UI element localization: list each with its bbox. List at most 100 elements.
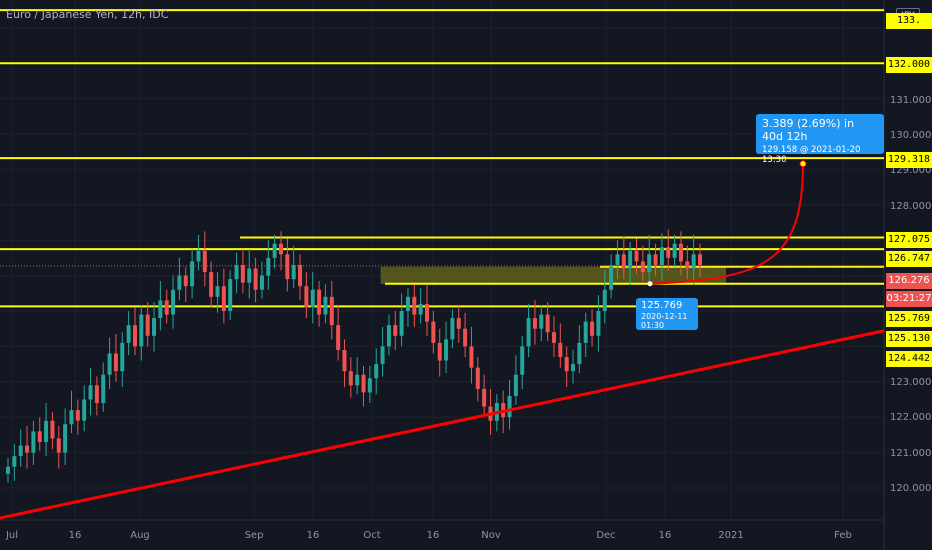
candle-body: [367, 378, 372, 393]
candle-body: [247, 268, 252, 283]
projection-detail: 129.158 @ 2021-01-20 13:30: [762, 145, 861, 165]
candle-body: [666, 247, 671, 258]
price-tick: 131.000: [890, 95, 932, 106]
date-tick: 16: [306, 530, 320, 541]
price-tick: 121.000: [890, 448, 932, 459]
candle-body: [228, 279, 233, 311]
date-tick: Jul: [5, 530, 19, 541]
candle-body: [63, 424, 68, 453]
horizontal-levels[interactable]: [0, 9, 884, 308]
candle-body: [88, 385, 93, 400]
candle-body: [298, 264, 303, 287]
candle-body: [6, 466, 10, 474]
candle-body: [698, 254, 702, 265]
candle-body: [545, 314, 550, 333]
anchor-price: 125.769: [641, 300, 683, 311]
candle-body: [272, 243, 277, 258]
candle-body: [520, 346, 525, 375]
candle-body: [672, 243, 677, 258]
candle-body: [25, 445, 30, 453]
candle-body: [291, 264, 296, 280]
candle-body: [634, 250, 639, 262]
date-tick: Sep: [244, 530, 264, 541]
candle-body: [69, 410, 74, 425]
projection-callout[interactable]: 3.389 (2.69%) in 40d 12h 129.158 @ 2021-…: [756, 114, 884, 165]
candle-body: [456, 318, 461, 329]
date-tick: 16: [68, 530, 82, 541]
level-label-125-1: 125.130: [886, 331, 932, 347]
date-tick: 2021: [718, 530, 744, 541]
candle-body: [120, 342, 125, 372]
candle-body: [393, 325, 398, 336]
candle-body: [113, 353, 118, 372]
level-label-127: 127.075: [886, 232, 932, 248]
candle-body: [691, 254, 696, 269]
candle-body: [329, 296, 334, 326]
candle-body: [653, 254, 658, 265]
projection-curve: [649, 163, 804, 285]
candle-body: [101, 374, 106, 404]
candle-body: [380, 346, 385, 365]
date-tick: Oct: [363, 530, 381, 541]
candle-body: [647, 254, 652, 273]
candle-body: [425, 303, 430, 322]
candle-body: [405, 296, 410, 311]
candle-body: [437, 342, 442, 361]
candle-body: [44, 420, 49, 442]
candle-body: [190, 261, 195, 287]
projection-arrow[interactable]: [647, 160, 807, 287]
candle-body: [177, 275, 182, 290]
candle-body: [412, 296, 417, 315]
candle-body: [171, 289, 176, 315]
candle-body: [558, 342, 563, 358]
support-zone[interactable]: [380, 266, 727, 284]
candle-body: [259, 275, 264, 290]
level-label-129: 129.318: [886, 152, 932, 168]
candle-body: [551, 332, 556, 343]
date-tick: 16: [426, 530, 440, 541]
candle-body: [310, 289, 315, 308]
price-tick: 120.000: [890, 483, 932, 494]
candle-body: [94, 385, 99, 404]
candle-body: [82, 399, 87, 421]
candle-body: [355, 374, 360, 386]
candle-body: [602, 289, 607, 311]
candle-body: [348, 371, 353, 386]
candle-body: [431, 321, 436, 343]
candle-body: [596, 311, 601, 336]
level-label-124: 124.442: [886, 351, 932, 367]
candle-body: [152, 318, 157, 336]
candle-body: [202, 250, 207, 273]
level-label-top: 133.: [886, 13, 932, 29]
symbol-title: Euro / Japanese Yen, 12h, IDC: [6, 8, 169, 21]
candle-body: [513, 374, 518, 396]
anchor-callout[interactable]: 125.769 2020-12-11 01:30: [636, 298, 698, 330]
candle-body: [399, 311, 404, 336]
candle-body: [323, 296, 328, 315]
candle-body: [532, 318, 537, 329]
level-label-132: 132.000: [886, 57, 932, 73]
candle-body: [18, 445, 23, 457]
trend-line[interactable]: [0, 329, 885, 520]
candle-body: [253, 268, 258, 290]
candle-body: [685, 261, 690, 269]
candle-body: [571, 364, 576, 372]
candle-body: [50, 420, 55, 439]
date-tick: Aug: [130, 530, 150, 541]
candle-body: [75, 410, 80, 421]
date-tick: 16: [658, 530, 672, 541]
candle-body: [628, 250, 633, 269]
candle-body: [285, 254, 290, 280]
candle-body: [209, 272, 214, 297]
candle-body: [56, 438, 61, 453]
candle-body: [609, 264, 614, 290]
candle-body: [361, 374, 366, 393]
candle-body: [183, 275, 188, 287]
candle-body: [444, 339, 449, 361]
trend-line-path: [0, 329, 885, 520]
candle-body: [590, 321, 595, 336]
candle-body: [577, 342, 582, 365]
projection-headline: 3.389 (2.69%) in 40d 12h: [762, 117, 855, 143]
